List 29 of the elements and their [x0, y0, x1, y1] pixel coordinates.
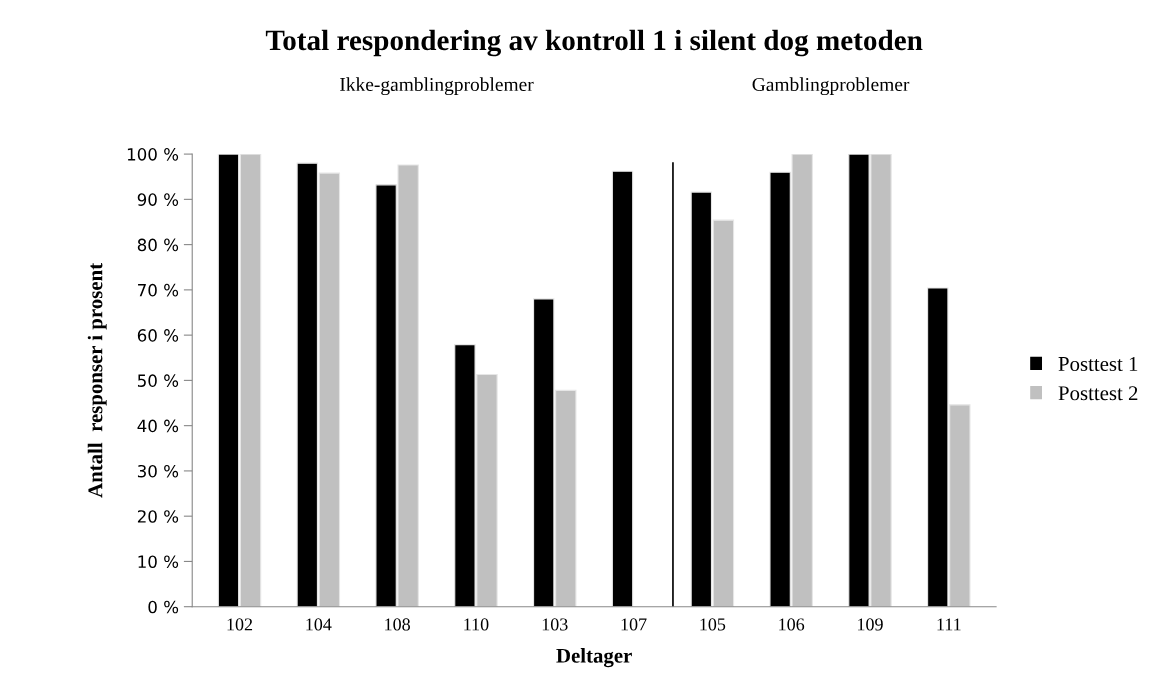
x-axis-title: Deltager — [556, 648, 632, 668]
x-tick-label: 108 — [385, 618, 410, 631]
y-tick-label: 50 % — [137, 374, 179, 387]
bar — [611, 170, 634, 607]
x-tick-label: 110 — [464, 618, 489, 631]
y-tick-label: 90 % — [137, 193, 179, 206]
y-tick-label: 70 % — [138, 283, 179, 297]
y-tick-label: 0 % — [148, 600, 179, 614]
x-tick-label: 102 — [227, 618, 253, 631]
legend-label: Posttest 2 — [1058, 386, 1138, 401]
y-tick-label: 80 % — [137, 238, 179, 252]
y-tick-label: 40 % — [137, 419, 179, 433]
x-tick-label: 103 — [542, 618, 568, 631]
y-tick-label: 60 % — [137, 329, 179, 342]
x-tick-label: 105 — [700, 618, 726, 631]
y-tick-label: 20 % — [137, 510, 179, 523]
x-tick-label: 106 — [779, 618, 805, 631]
text: Ikke-gamblingproblemer — [340, 77, 534, 96]
y-tick-label: 30 % — [137, 464, 179, 478]
y-axis-title: Antall responser i prosent — [87, 262, 107, 498]
x-tick-label: 104 — [306, 618, 332, 631]
x-tick-label: 111 — [937, 618, 961, 631]
y-tick-label: 100 % — [127, 148, 179, 161]
x-tick-label: 109 — [858, 618, 883, 631]
x-tick-label: 107 — [621, 618, 647, 631]
chart-title: Total respondering av kontroll 1 i silent dog metoden — [265, 29, 923, 57]
y-tick-label: 10 % — [138, 555, 179, 569]
text: Gamblingproblemer — [752, 77, 910, 96]
legend-label: Posttest 1 — [1058, 357, 1138, 371]
